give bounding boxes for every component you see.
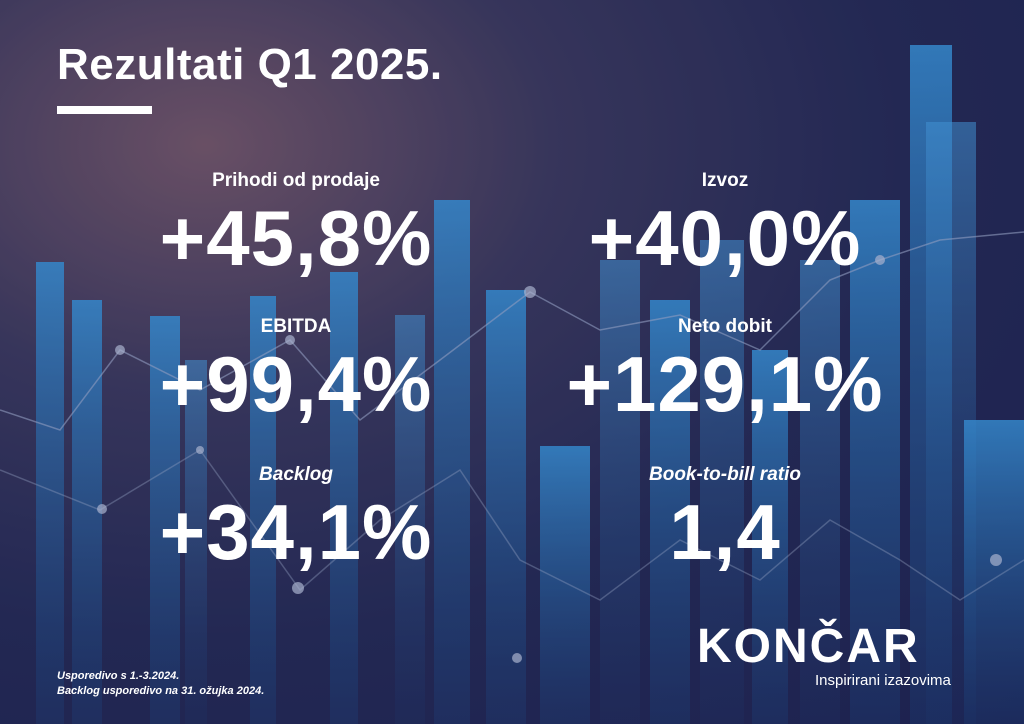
metric-value: +99,4% xyxy=(159,340,433,428)
metric-label: Prihodi od prodaje xyxy=(212,170,380,191)
metric-value: 1,4 xyxy=(669,488,781,576)
metric-label: EBITDA xyxy=(260,316,332,337)
metric-sales-revenue: Prihodi od prodaje +45,8% xyxy=(126,170,466,278)
metric-value: +34,1% xyxy=(159,488,433,576)
metric-net-profit: Neto dobit +129,1% xyxy=(555,316,895,424)
metric-value: +129,1% xyxy=(566,340,884,428)
metric-backlog: Backlog +34,1% xyxy=(126,464,466,572)
footnote-comparison: Usporedivo s 1.-3.2024. xyxy=(57,670,180,682)
background-bars xyxy=(36,45,1024,724)
footnote-backlog: Backlog usporedivo na 31. ožujka 2024. xyxy=(57,685,265,697)
metric-value: +40,0% xyxy=(588,194,862,282)
metric-label: Neto dobit xyxy=(678,316,772,337)
page-title: Rezultati Q1 2025. xyxy=(57,40,443,89)
metric-label: Backlog xyxy=(259,464,333,485)
title-underline xyxy=(57,106,152,114)
brand-tagline: Inspirirani izazovima xyxy=(815,672,951,689)
metric-label: Izvoz xyxy=(701,170,749,191)
metric-value: +45,8% xyxy=(159,194,433,282)
metric-label: Book-to-bill ratio xyxy=(649,464,801,485)
footnotes: Usporedivo s 1.-3.2024. Backlog usporedi… xyxy=(57,669,264,699)
metric-ebitda: EBITDA +99,4% xyxy=(126,316,466,424)
metric-book-to-bill: Book-to-bill ratio 1,4 xyxy=(555,464,895,572)
background-line-dots xyxy=(97,255,1002,663)
koncar-logo: KONČAR xyxy=(697,620,920,673)
metric-export: Izvoz +40,0% xyxy=(555,170,895,278)
